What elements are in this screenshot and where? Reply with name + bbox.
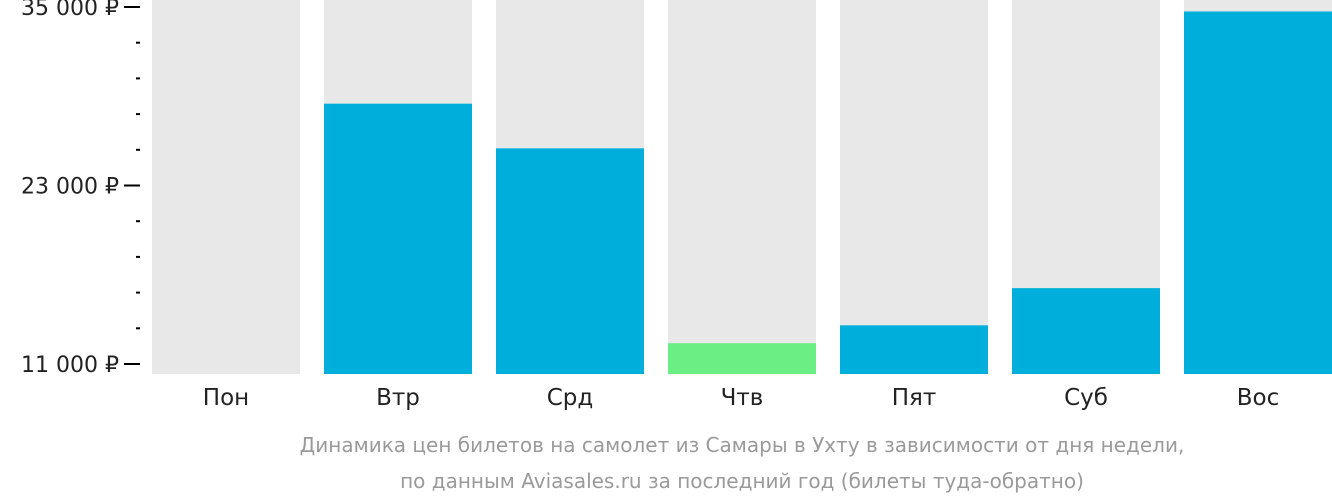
x-tick-label: Пят [892, 385, 937, 411]
data-bars [324, 11, 1332, 375]
bar [496, 148, 644, 374]
y-tick-label: 35 000 ₽ [21, 0, 119, 21]
bar [324, 103, 472, 374]
y-tick-label: 11 000 ₽ [21, 353, 119, 378]
x-axis-labels: Пон Втр Срд Чтв Пят Суб Вос [203, 385, 1279, 411]
bar [1012, 288, 1160, 374]
x-tick-label: Чтв [721, 385, 764, 411]
bar-background [668, 0, 816, 374]
y-tick-label: 23 000 ₽ [21, 175, 119, 200]
x-tick-label: Вос [1237, 385, 1280, 411]
bar-background [152, 0, 300, 374]
bar [1184, 11, 1332, 375]
background-bars [152, 0, 1332, 374]
x-tick-label: Втр [376, 385, 420, 411]
caption-line-1: Динамика цен билетов на самолет из Самар… [300, 433, 1185, 457]
bar-background [840, 0, 988, 374]
x-tick-label: Срд [547, 385, 594, 411]
bar [668, 343, 816, 374]
x-tick-label: Суб [1064, 385, 1108, 411]
x-tick-label: Пон [203, 385, 249, 411]
bar [840, 325, 988, 374]
caption-line-2: по данным Aviasales.ru за последний год … [400, 469, 1084, 493]
chart-caption: Динамика цен билетов на самолет из Самар… [300, 433, 1185, 493]
y-axis: 11 000 ₽ 23 000 ₽ 35 000 ₽ [21, 0, 140, 378]
